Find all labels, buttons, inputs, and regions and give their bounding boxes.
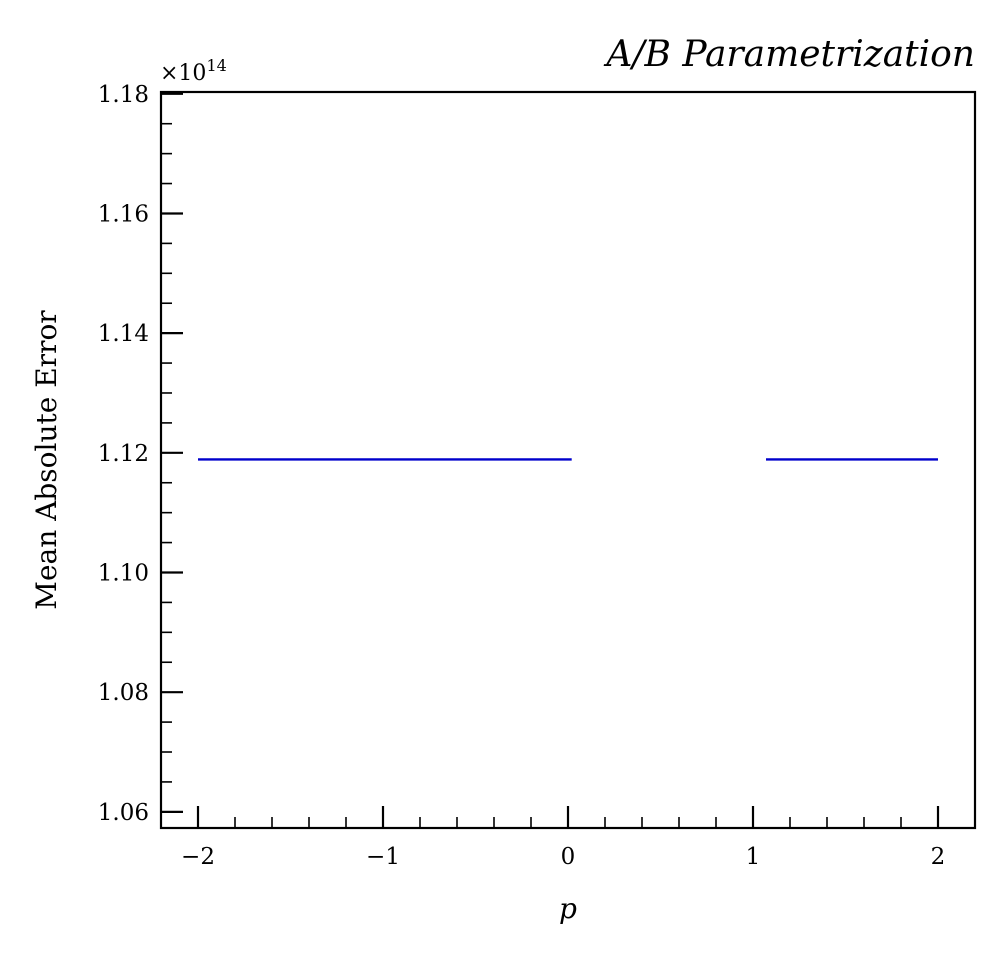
y-tick-label: 1.10 — [98, 560, 149, 586]
x-tick-label: 1 — [746, 844, 761, 870]
plot-frame — [159, 90, 977, 830]
y-tick-label: 1.18 — [98, 82, 149, 108]
y-tick-label: 1.06 — [98, 800, 149, 826]
y-tick-label: 1.16 — [98, 201, 149, 227]
x-tick-label: 2 — [931, 844, 946, 870]
x-axis-label: p — [559, 892, 577, 925]
x-tick-label: 0 — [561, 844, 576, 870]
y-offset-exponent: 14 — [206, 56, 226, 75]
y-offset-base: ×10 — [160, 61, 206, 86]
axis-ticks: −2 −1 0 1 2 1.06 1.08 1.10 1.12 1.14 1.16 1.18 — [98, 82, 946, 870]
y-tick-label: 1.12 — [98, 441, 149, 467]
y-axis-label: Mean Absolute Error — [30, 310, 63, 610]
chart-title: A/B Parametrization — [603, 34, 975, 75]
y-tick-label: 1.14 — [98, 321, 149, 347]
x-tick-label: −1 — [366, 844, 400, 870]
y-offset-text: ×1014 — [160, 56, 227, 86]
y-tick-label: 1.08 — [98, 680, 149, 706]
x-tick-label: −2 — [181, 844, 215, 870]
